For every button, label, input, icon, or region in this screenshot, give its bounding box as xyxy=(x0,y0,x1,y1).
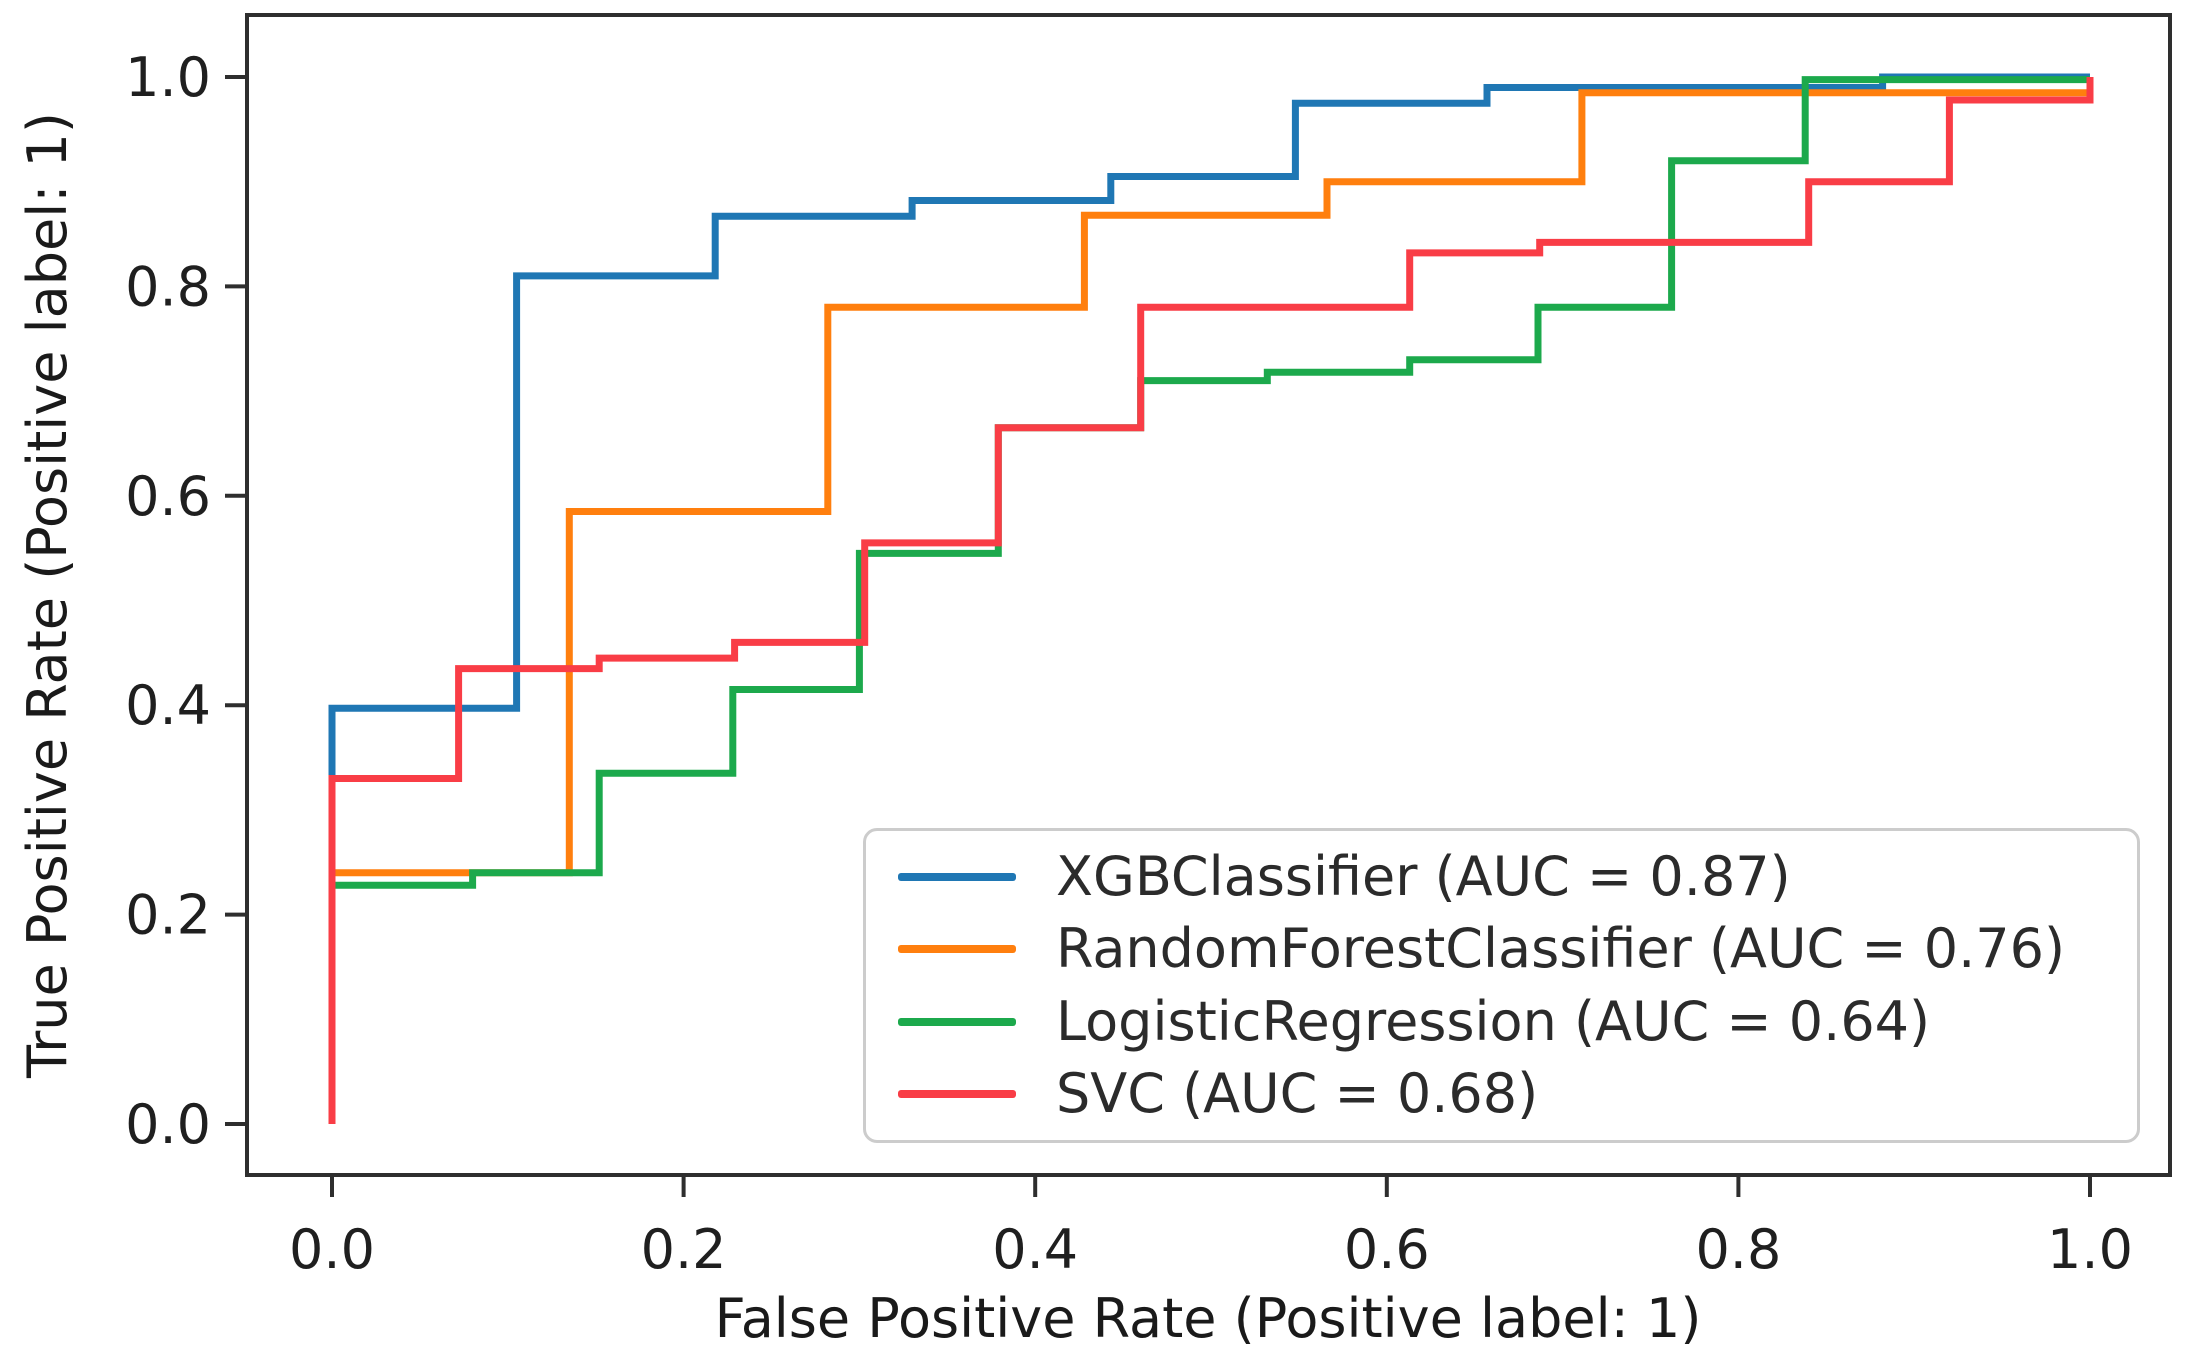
y-tick-label: 0.0 xyxy=(125,1093,211,1156)
legend-item-label: LogisticRegression (AUC = 0.64) xyxy=(1056,989,1931,1053)
y-tick-label: 0.4 xyxy=(125,674,211,737)
legend: XGBClassifier (AUC = 0.87) RandomForestCl… xyxy=(863,828,2140,1143)
y-tick-label: 0.2 xyxy=(125,884,211,947)
legend-line-sample xyxy=(898,1017,1016,1026)
y-axis-label: True Positive Rate (Positive label: 1) xyxy=(16,112,79,1078)
legend-item: XGBClassifier (AUC = 0.87) xyxy=(898,844,2137,908)
x-axis-label: False Positive Rate (Positive label: 1) xyxy=(714,1287,1702,1350)
legend-item-label: XGBClassifier (AUC = 0.87) xyxy=(1056,844,1791,908)
x-tick-label: 0.2 xyxy=(641,1218,727,1281)
legend-item-label: SVC (AUC = 0.68) xyxy=(1056,1062,1539,1126)
plot-frame xyxy=(245,13,2172,1177)
legend-item: LogisticRegression (AUC = 0.64) xyxy=(898,989,2137,1053)
legend-line-sample xyxy=(898,872,1016,881)
legend-line-sample xyxy=(898,1090,1016,1099)
x-tick-label: 0.0 xyxy=(289,1218,375,1281)
x-tick-label: 0.6 xyxy=(1344,1218,1430,1281)
roc-curve-SVC xyxy=(328,77,2094,1124)
x-tick-label: 0.4 xyxy=(992,1218,1078,1281)
legend-line-sample xyxy=(898,945,1016,954)
legend-item: SVC (AUC = 0.68) xyxy=(898,1067,2137,1121)
y-tick-label: 0.8 xyxy=(125,255,211,318)
x-tick-label: 1.0 xyxy=(2047,1218,2133,1281)
roc-curve-RandomForestClassifier xyxy=(328,77,2094,1124)
legend-item: RandomForestClassifier (AUC = 0.76) xyxy=(898,922,2137,976)
roc-curve-XGBClassifier xyxy=(328,73,2090,1124)
x-tick-label: 0.8 xyxy=(1695,1218,1781,1281)
legend-item-label: RandomForestClassifier (AUC = 0.76) xyxy=(1056,917,2066,981)
y-tick-label: 1.0 xyxy=(125,46,211,109)
y-tick-label: 0.6 xyxy=(125,465,211,528)
